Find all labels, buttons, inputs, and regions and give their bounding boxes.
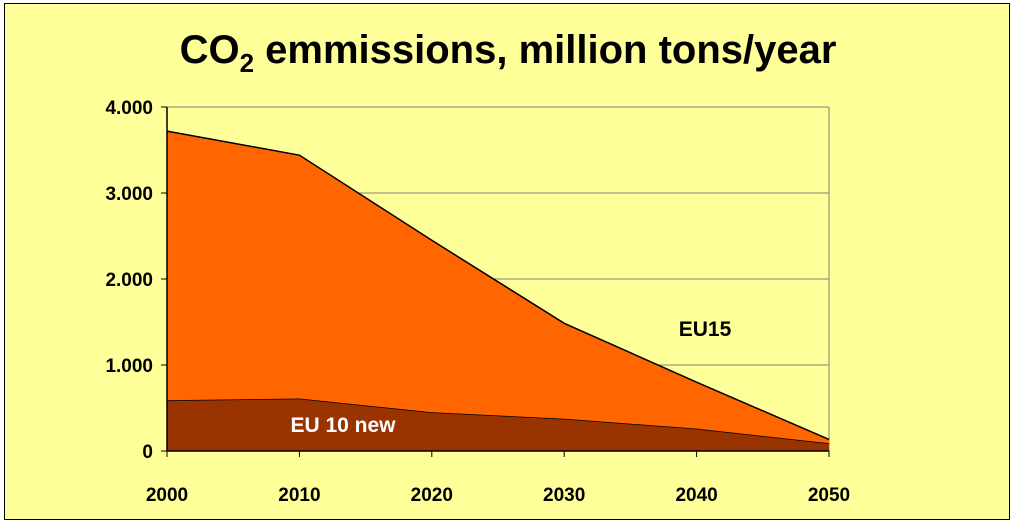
y-tick-label: 1.000 [105, 356, 153, 377]
x-tick-label: 2030 [543, 485, 585, 506]
x-tick-label: 2020 [411, 485, 453, 506]
x-tick-label: 2040 [675, 485, 717, 506]
area-eu-10-new [167, 398, 829, 451]
y-tick-label: 3.000 [105, 184, 153, 205]
y-tick-label: 2.000 [105, 270, 153, 291]
chart-frame: CO2 emmissions, million tons/year 0 1.000… [4, 3, 1010, 520]
chart-title: CO2 emmissions, million tons/year [179, 28, 837, 78]
area-chart: 0 1.000 2.000 3.000 4.000 2000 2010 2020 2030 204… [105, 98, 850, 506]
series-label-eu-10-new: EU 10 new [290, 414, 396, 437]
x-tick-label: 2010 [278, 485, 320, 506]
x-tick-label: 2050 [808, 485, 850, 506]
x-tick-label: 2000 [146, 485, 188, 506]
y-tick-label: 4.000 [105, 98, 153, 119]
area-eu15 [167, 131, 829, 444]
series-line-eu15 [166, 130, 830, 441]
y-tick-label: 0 [142, 442, 153, 463]
series-label-eu15: EU15 [679, 318, 732, 341]
